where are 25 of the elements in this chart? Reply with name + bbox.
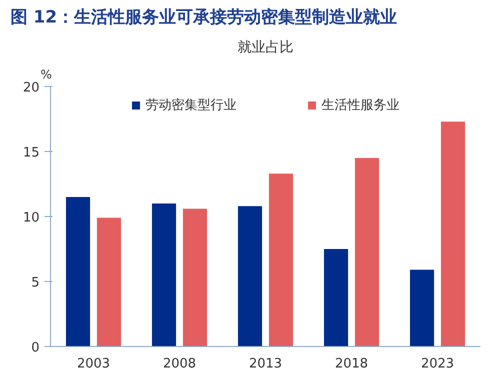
y-tick-label: 0 [31, 340, 40, 356]
bar [96, 218, 122, 346]
bar [238, 206, 262, 346]
x-tick-label: 2023 [420, 356, 454, 370]
bar [182, 208, 208, 346]
bar [324, 249, 348, 346]
x-tick-label: 2018 [334, 356, 368, 370]
y-tick-label: 15 [22, 146, 40, 160]
legend-label: 劳动密集型行业 [146, 97, 236, 114]
bar [66, 197, 90, 346]
legend-label: 生活性服务业 [322, 97, 400, 114]
x-tick-label: 2008 [162, 356, 196, 370]
x-tick-label: 2013 [248, 356, 282, 370]
x-tick-label: 2003 [76, 356, 110, 370]
y-tick-label: 5 [31, 276, 40, 290]
bar [152, 204, 176, 346]
bar [268, 174, 294, 346]
bar [354, 158, 380, 346]
bar [440, 122, 466, 346]
y-axis-title: % [40, 68, 52, 82]
y-tick-label: 10 [22, 210, 40, 226]
chart-subtitle: 就业占比 [238, 40, 294, 56]
y-tick-label: 20 [22, 80, 40, 96]
bar [410, 270, 434, 346]
chart-title: 图 12：生活性服务业可承接劳动密集型制造业就业 [10, 8, 398, 28]
